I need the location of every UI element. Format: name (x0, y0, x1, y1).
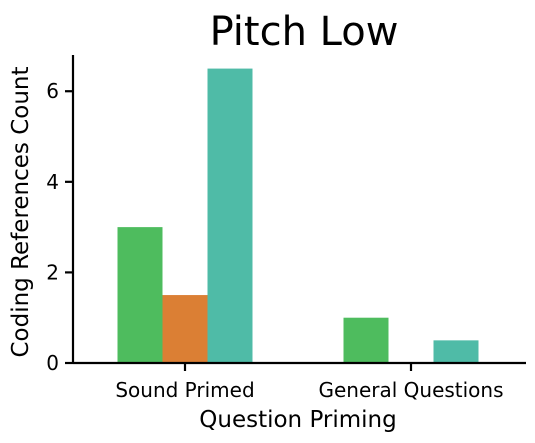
bar-series1-sound-primed (117, 227, 163, 363)
bars-group (117, 68, 479, 364)
y-ticks-group: 0 2 4 6 (46, 79, 73, 375)
bar-series3-sound-primed (207, 68, 253, 364)
y-tick-label: 4 (46, 170, 59, 194)
y-tick-label: 2 (46, 260, 59, 284)
x-axis-label: Question Priming (199, 407, 396, 433)
y-tick-label: 0 (46, 351, 59, 375)
y-tick-label: 6 (46, 79, 59, 103)
x-ticks-group: Sound Primed General Questions (115, 363, 504, 402)
bar-series2-sound-primed (162, 295, 208, 363)
bar-series3-general-questions (433, 340, 479, 363)
bar-series1-general-questions (343, 317, 389, 363)
x-tick-label-sound-primed: Sound Primed (115, 378, 254, 402)
chart-title: Pitch Low (210, 9, 399, 55)
x-tick-label-general-questions: General Questions (318, 378, 503, 402)
y-axis-label: Coding References Count (8, 66, 34, 357)
